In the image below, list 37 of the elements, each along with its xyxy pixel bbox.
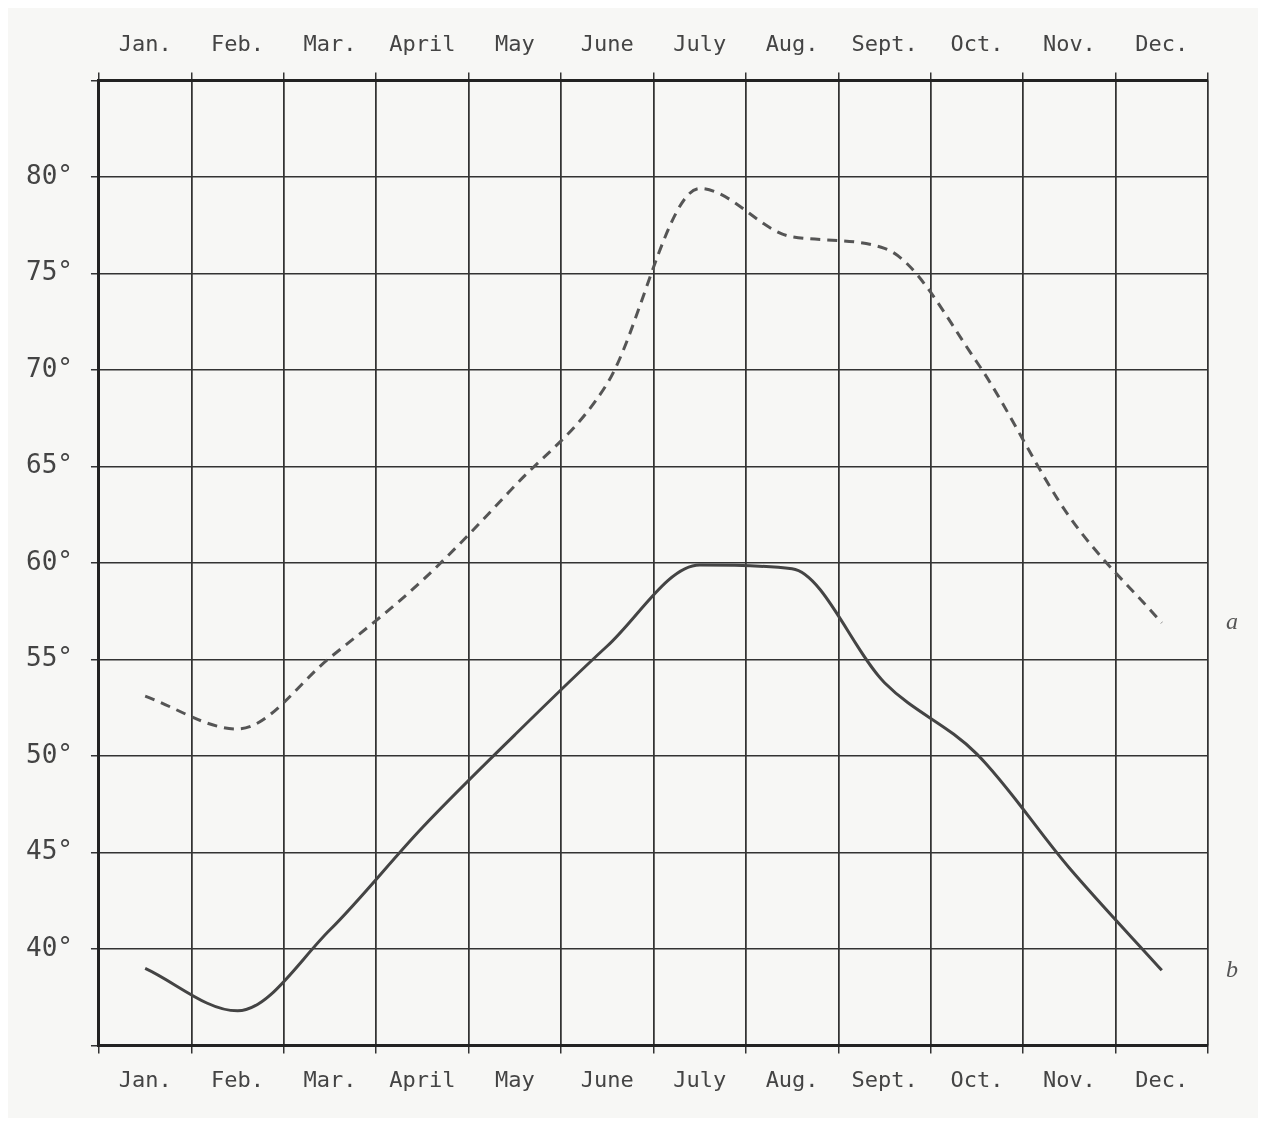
y-tick-label: 50°: [25, 738, 73, 769]
y-tick-label: 70°: [25, 352, 73, 383]
y-tick-label: 55°: [25, 642, 73, 673]
category-label: Feb.: [211, 30, 265, 56]
x-tick-label: July: [673, 1066, 727, 1092]
category-label: Oct.: [950, 30, 1004, 56]
y-tick-label: 65°: [25, 449, 73, 480]
category-label: April: [389, 30, 456, 56]
category-label: June: [580, 30, 634, 56]
x-tick-label: April: [389, 1066, 456, 1092]
y-tick-label: 45°: [25, 835, 73, 866]
y-tick-label: 75°: [25, 256, 73, 287]
category-label: July: [673, 30, 727, 56]
text: a: [1226, 608, 1238, 635]
x-tick-label: Nov.: [1042, 1066, 1096, 1092]
category-label: Jan.: [118, 30, 172, 56]
category-label: Aug.: [765, 30, 819, 56]
line-series: [143, 563, 1164, 1013]
x-tick-label: June: [580, 1066, 634, 1092]
x-tick-label: Jan.: [118, 1066, 172, 1092]
y-tick-label: 60°: [25, 545, 73, 576]
text: b: [1226, 955, 1238, 982]
x-tick-label: Oct.: [950, 1066, 1004, 1092]
category-label: Dec.: [1135, 30, 1189, 56]
category-label: Sept.: [851, 30, 918, 56]
x-tick-label: Feb.: [211, 1066, 265, 1092]
category-label: Nov.: [1042, 30, 1096, 56]
x-tick-label: Sept.: [851, 1066, 918, 1092]
category-label: May: [494, 30, 535, 56]
line-series: [143, 187, 1164, 731]
category-label: Mar.: [303, 30, 357, 56]
y-tick-label: 80°: [25, 159, 73, 190]
y-tick-label: 40°: [25, 931, 73, 962]
x-tick-label: Mar.: [303, 1066, 357, 1092]
x-tick-label: Dec.: [1135, 1066, 1189, 1092]
x-tick-label: Aug.: [765, 1066, 819, 1092]
x-tick-label: May: [494, 1066, 535, 1092]
